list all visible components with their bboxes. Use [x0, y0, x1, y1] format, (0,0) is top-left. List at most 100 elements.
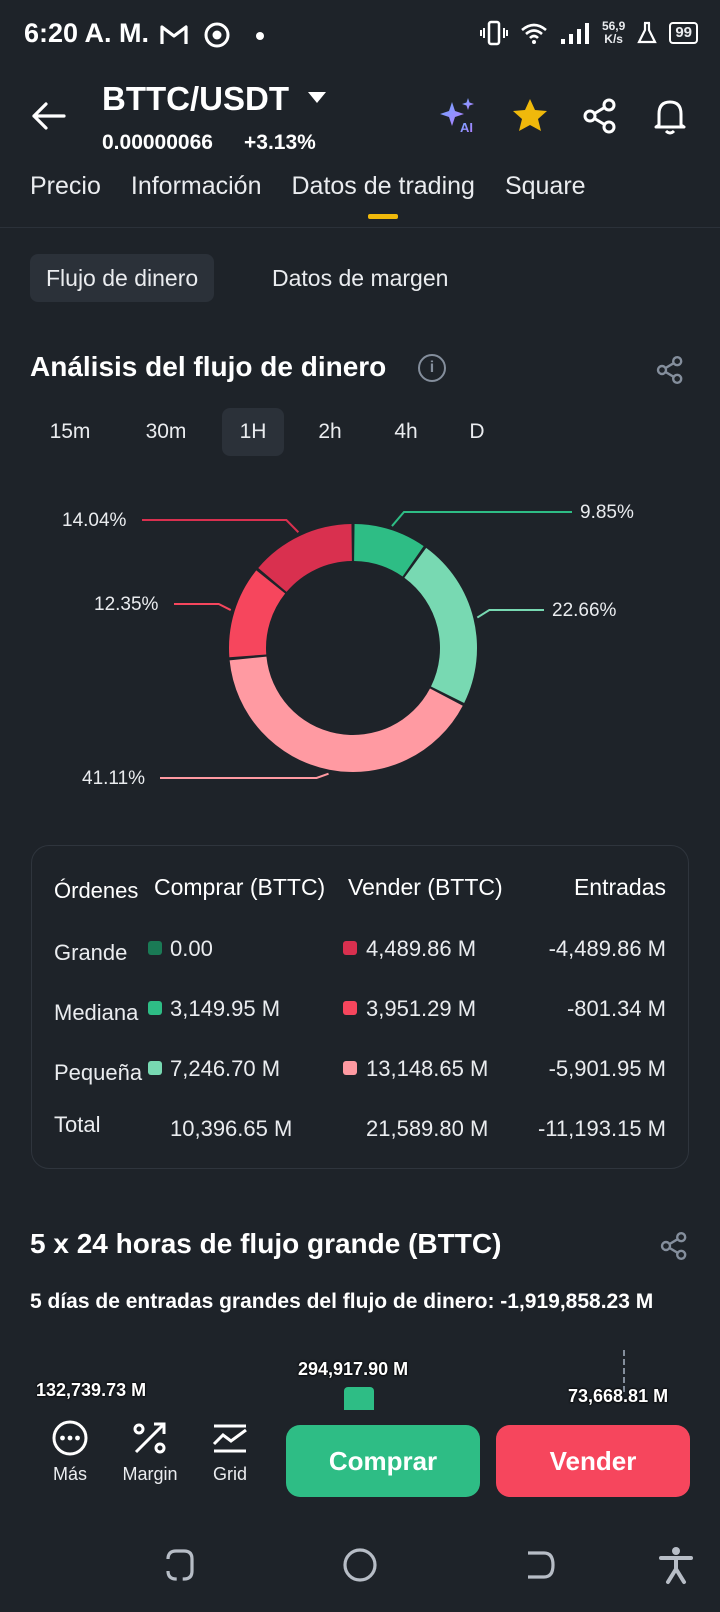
leader-line: [160, 772, 329, 779]
sell-value: 21,589.80 M: [366, 1116, 489, 1141]
tab-informacion[interactable]: Información: [130, 172, 262, 200]
bar-value-label: 132,739.73 M: [36, 1380, 147, 1400]
last-price: 0.00000066: [102, 131, 213, 154]
network-speed: 56,9 K/s: [601, 19, 626, 46]
chrome-icon: [204, 22, 230, 48]
status-bar: 6:20 A. M. 56,9 K/s 99: [0, 0, 720, 72]
info-icon[interactable]: i: [418, 354, 446, 382]
donut-slice: [229, 656, 463, 772]
interval-4h[interactable]: 4h: [394, 420, 418, 443]
chevron-down-icon[interactable]: [308, 92, 326, 103]
tab-datos-de-trading[interactable]: Datos de trading: [291, 172, 475, 200]
donut-slice: [404, 547, 477, 703]
bar-value-label: 294,917.90 M: [298, 1359, 409, 1379]
sell-small-swatch: [343, 1061, 357, 1075]
home-icon[interactable]: [340, 1545, 380, 1585]
wifi-icon: [521, 23, 547, 44]
leader-line: [142, 519, 300, 533]
main-tabs: Precio Información Datos de trading Squa…: [30, 172, 586, 201]
row-label: Grande: [54, 940, 128, 965]
slice-percent-label: 22.66%: [552, 600, 617, 621]
slice-percent-label: 41.11%: [82, 768, 145, 789]
status-time: 6:20 A. M.: [24, 18, 150, 48]
price-change: +3.13%: [244, 131, 316, 154]
interval-15m[interactable]: 15m: [49, 420, 91, 443]
favorite-star-icon[interactable]: [510, 96, 550, 136]
interval-30m[interactable]: 30m: [145, 420, 187, 443]
tab-precio[interactable]: Precio: [30, 172, 101, 200]
more-button[interactable]: Más: [35, 1418, 105, 1485]
buy-value: 0.00: [170, 936, 213, 961]
tabs-divider: [0, 227, 720, 228]
battery-indicator: 99: [669, 22, 698, 44]
notification-dot: [256, 32, 264, 40]
sell-value: 13,148.65 M: [366, 1056, 489, 1081]
status-right: 56,9 K/s 99: [479, 19, 698, 46]
inflow-value: -5,901.95 M: [548, 1056, 666, 1081]
tab-square[interactable]: Square: [504, 172, 586, 200]
leader-line: [391, 511, 572, 527]
grid-button[interactable]: Grid: [195, 1418, 265, 1485]
sell-button[interactable]: Vender: [496, 1425, 690, 1497]
crosshair-line: [623, 1350, 625, 1392]
interval-d[interactable]: D: [469, 420, 485, 443]
row-label: Pequeña: [54, 1060, 143, 1085]
leader-line: [476, 609, 544, 619]
row-label: Mediana: [54, 1000, 139, 1025]
slice-percent-label: 14.04%: [62, 510, 127, 531]
row-label: Total: [54, 1112, 101, 1137]
sell-medium-swatch: [343, 1001, 357, 1015]
sell-value: 4,489.86 M: [366, 936, 477, 961]
grid-icon: [212, 1424, 247, 1453]
more-icon: [52, 1420, 88, 1456]
buy-large-swatch: [148, 941, 162, 955]
sell-large-swatch: [343, 941, 357, 955]
margin-label: Margin: [122, 1464, 178, 1484]
col-header-entradas: Entradas: [573, 874, 666, 900]
donut-slice: [228, 570, 286, 658]
back-nav-icon[interactable]: [520, 1545, 560, 1585]
signal-icon: [560, 23, 589, 44]
recent-apps-icon[interactable]: [160, 1545, 200, 1585]
leader-line: [174, 603, 232, 611]
buy-value: 10,396.65 M: [170, 1116, 293, 1141]
grid-label: Grid: [212, 1464, 247, 1484]
ai-sparkle-icon[interactable]: AI: [440, 96, 480, 136]
flask-icon: [637, 21, 658, 44]
col-header-vender: Vender (BTTC): [348, 874, 503, 900]
back-arrow-icon[interactable]: [28, 96, 68, 136]
vibrate-icon: [479, 20, 508, 46]
orders-table-card: [31, 845, 689, 1169]
bar-value-label: 73,668.81 M: [568, 1386, 669, 1406]
interval-1h[interactable]: 1H: [222, 408, 284, 456]
money-flow-title: Análisis del flujo de dinero: [30, 351, 387, 382]
slice-percent-label: 12.35%: [94, 594, 159, 615]
donut-slice: [258, 524, 352, 592]
gmail-icon: [160, 25, 188, 44]
pair-title[interactable]: BTTC/USDT: [102, 80, 289, 117]
inflow-value: -4,489.86 M: [548, 936, 666, 961]
share-icon[interactable]: [654, 354, 686, 386]
margin-icon: [133, 1422, 166, 1454]
buy-medium-swatch: [148, 1001, 162, 1015]
buy-value: 7,246.70 M: [170, 1056, 281, 1081]
share-icon[interactable]: [658, 1230, 690, 1262]
subtab-datos-de-margen[interactable]: Datos de margen: [272, 265, 449, 291]
large-flow-summary: 5 días de entradas grandes del flujo de …: [30, 1290, 654, 1313]
buy-value: 3,149.95 M: [170, 996, 281, 1021]
interval-2h[interactable]: 2h: [318, 420, 342, 443]
accessibility-icon[interactable]: [656, 1545, 696, 1585]
inflow-value: -11,193.15 M: [537, 1116, 666, 1141]
large-flow-title: 5 x 24 horas de flujo grande (BTTC): [30, 1228, 502, 1259]
share-icon[interactable]: [580, 96, 620, 136]
subtab-flujo-de-dinero[interactable]: Flujo de dinero: [30, 254, 215, 302]
buy-button[interactable]: Comprar: [286, 1425, 480, 1497]
buy-small-swatch: [148, 1061, 162, 1075]
sell-value: 3,951.29 M: [366, 996, 477, 1021]
margin-button[interactable]: Margin: [115, 1418, 185, 1485]
bell-icon[interactable]: [650, 96, 690, 136]
svg-text:AI: AI: [460, 120, 473, 135]
money-flow-donut-chart: 9.85% 22.66% 41.11% 12.35% 14.04%: [62, 502, 634, 789]
inflow-value: -801.34 M: [566, 996, 666, 1021]
more-label: Más: [52, 1464, 87, 1484]
